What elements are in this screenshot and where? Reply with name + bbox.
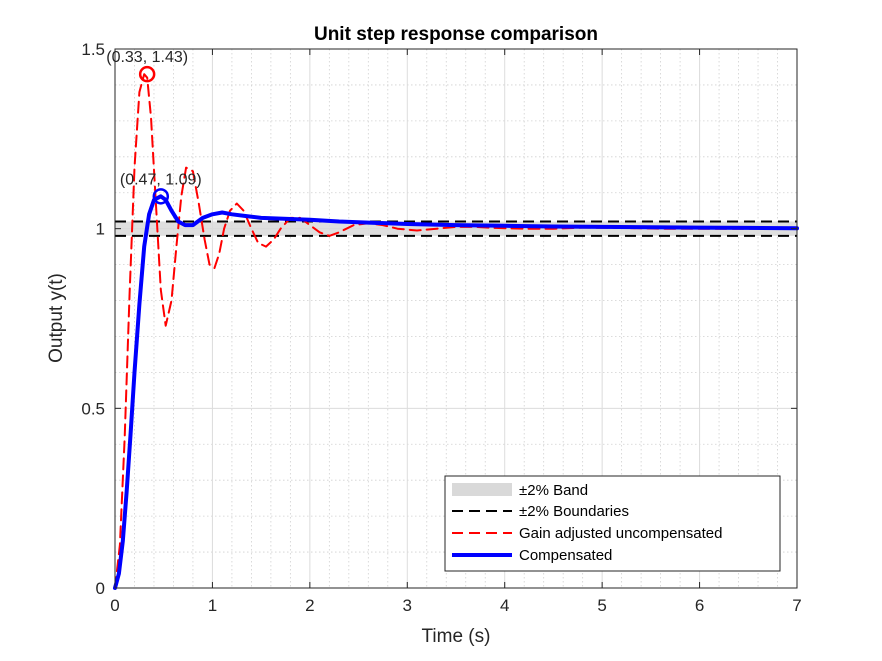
peak-marker <box>152 188 170 205</box>
boundary-lines <box>115 220 797 237</box>
x-tick-label: 1 <box>208 596 217 615</box>
chart-title: Unit step response comparison <box>314 24 598 45</box>
markers: (0.33, 1.43) (0.47, 1.09) <box>106 49 202 205</box>
x-tick-labels: 0 1 2 3 4 5 6 7 <box>110 596 801 615</box>
x-tick-label: 0 <box>110 596 119 615</box>
peak-annotation: (0.33, 1.43) <box>106 49 188 66</box>
x-tick-label: 4 <box>500 596 509 615</box>
series-lines <box>113 73 799 590</box>
x-tick-label: 5 <box>597 596 606 615</box>
y-tick-label: 1.5 <box>81 40 105 59</box>
x-tick-label: 3 <box>403 596 412 615</box>
legend-label-compensated: Compensated <box>519 547 612 564</box>
x-tick-label: 6 <box>695 596 704 615</box>
y-tick-label: 0.5 <box>81 399 105 418</box>
legend-label-band: ±2% Band <box>519 482 588 499</box>
y-tick-label: 0 <box>96 579 105 598</box>
ticks <box>114 48 798 589</box>
x-axis-label: Time (s) <box>422 626 491 647</box>
y-tick-label: 1 <box>96 220 105 239</box>
axes-box <box>114 48 798 589</box>
peak-marker <box>138 65 156 83</box>
legend-band-swatch <box>452 483 512 496</box>
peak-annotation: (0.47, 1.09) <box>120 171 202 188</box>
series-line-compensated <box>113 194 799 590</box>
legend-label-uncompensated: Gain adjusted uncompensated <box>519 525 722 542</box>
y-axis-label: Output y(t) <box>46 273 67 363</box>
x-tick-label: 2 <box>305 596 314 615</box>
x-tick-label: 7 <box>792 596 801 615</box>
legend: ±2% Band ±2% Boundaries Gain adjusted un… <box>444 475 781 572</box>
y-tick-labels: 0 0.5 1 1.5 <box>81 40 105 598</box>
legend-label-boundaries: ±2% Boundaries <box>519 503 629 520</box>
